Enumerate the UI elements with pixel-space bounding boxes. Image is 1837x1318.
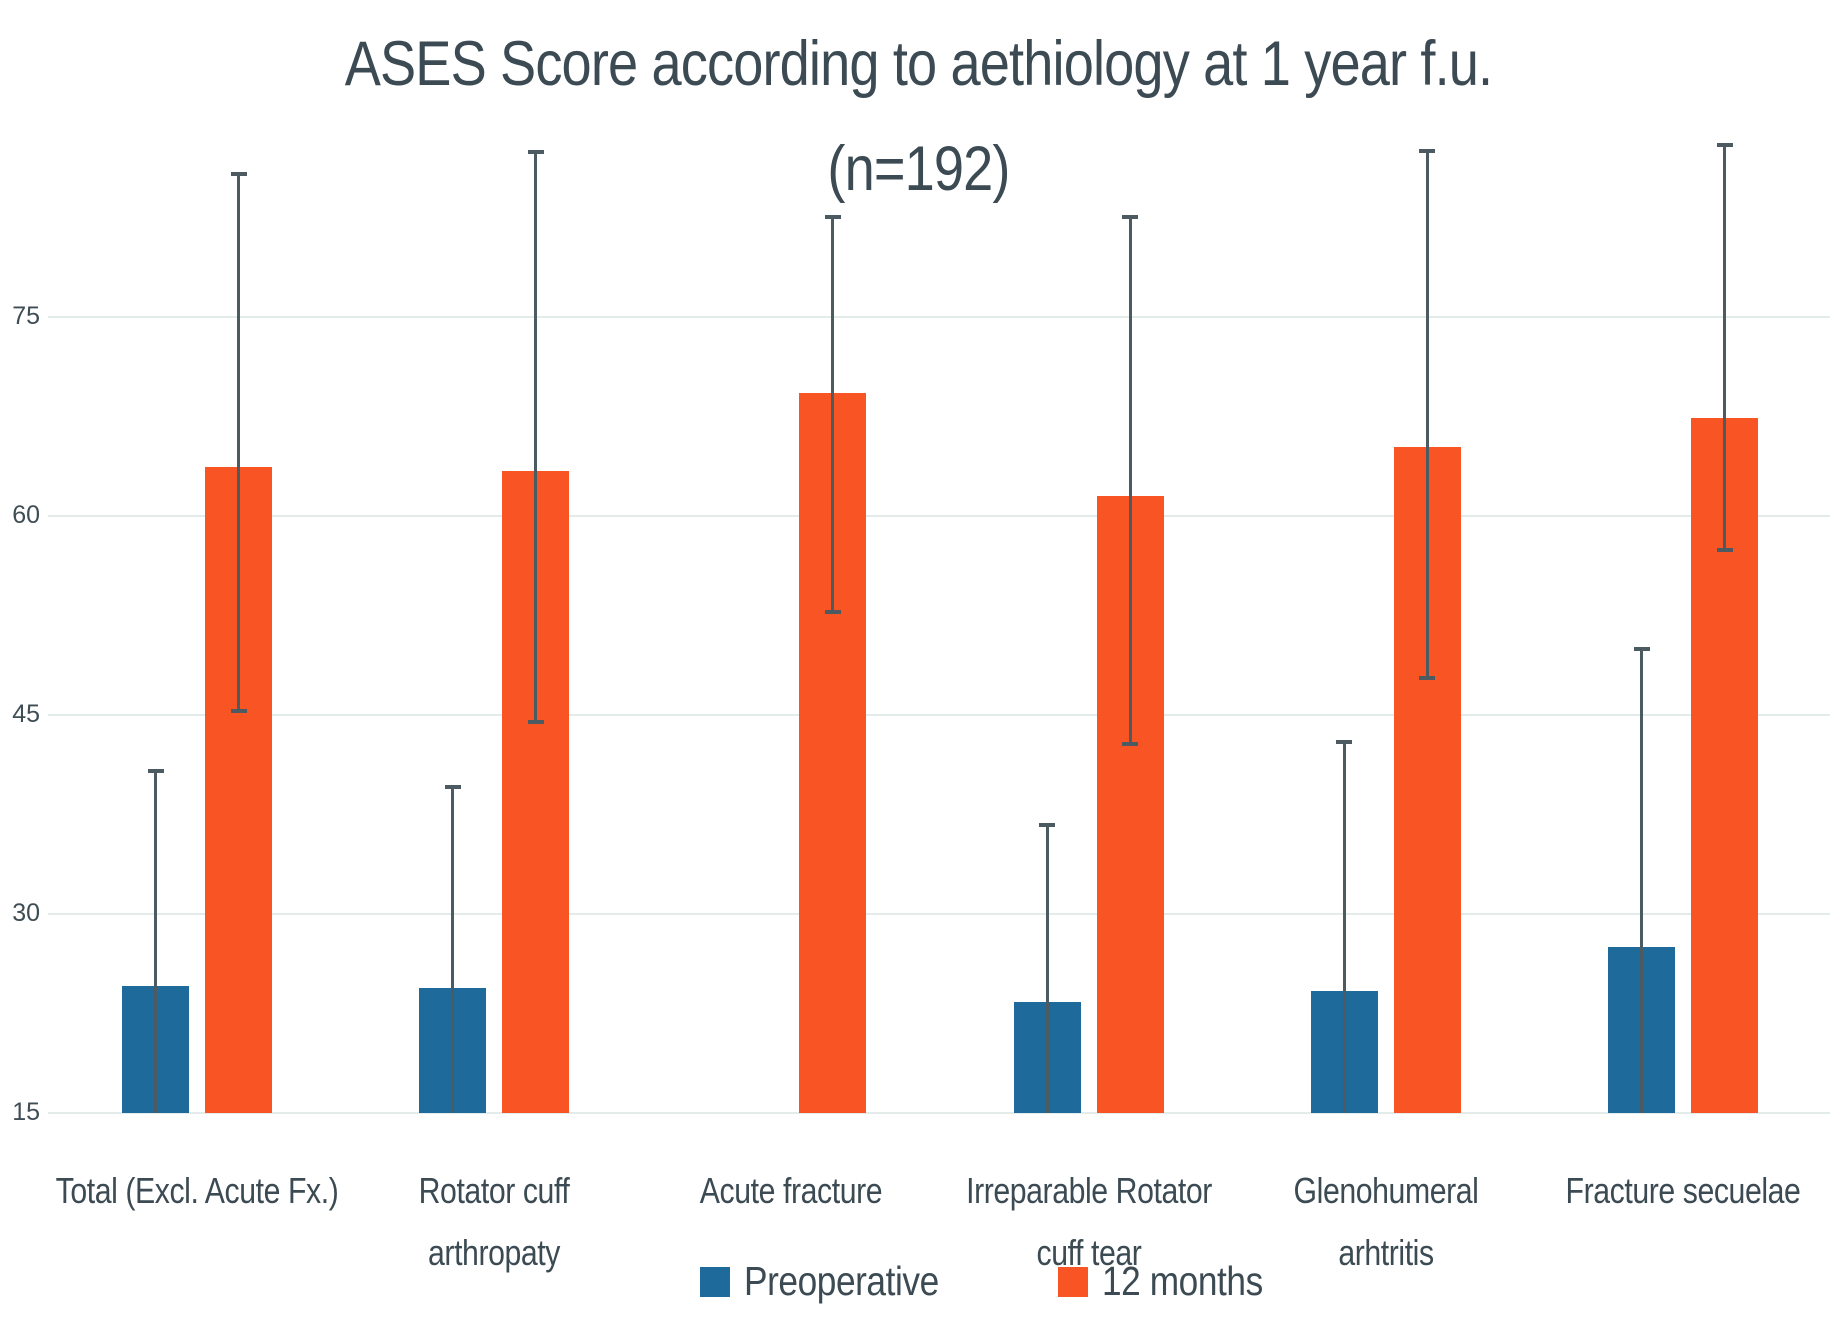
y-tick-label: 15 xyxy=(12,1098,40,1126)
error-bar-cap-top xyxy=(1716,142,1733,147)
error-bar-cap-top xyxy=(824,215,841,220)
legend: Preoperative 12 months xyxy=(700,1258,1289,1305)
error-bar-line xyxy=(831,217,835,612)
legend-swatch xyxy=(1058,1266,1089,1297)
gridline xyxy=(48,514,1830,517)
error-bar-cap-top xyxy=(527,150,544,155)
error-bar-line xyxy=(1342,741,1346,1113)
error-bar-cap-top xyxy=(444,784,461,789)
category-label: Glenohumeral arhtritis xyxy=(1293,1170,1479,1273)
error-bar-line xyxy=(1640,648,1643,1113)
error-bar-cap-top xyxy=(1122,215,1139,220)
y-tick-label: 45 xyxy=(12,699,40,728)
error-bar-line xyxy=(154,770,157,1113)
legend-label: 12 months xyxy=(1102,1258,1264,1304)
category-label: Fracture secuelae xyxy=(1565,1170,1801,1211)
error-bar-line xyxy=(1425,151,1429,678)
error-bar-cap-top xyxy=(230,171,247,176)
category-label: Total (Excl. Acute Fx.) xyxy=(55,1170,339,1211)
error-bar-cap-bottom xyxy=(824,609,841,614)
error-bar-cap-top xyxy=(1633,646,1650,651)
error-bar-cap-bottom xyxy=(1122,742,1139,747)
gridline xyxy=(48,1112,1830,1114)
error-bar-line xyxy=(534,152,538,722)
category-label: Rotator cuff arthropaty xyxy=(418,1170,570,1273)
category-label: Acute fracture xyxy=(700,1170,883,1211)
gridline xyxy=(48,713,1830,716)
y-tick-label: 60 xyxy=(12,500,40,529)
error-bar-cap-top xyxy=(147,768,164,773)
error-bar-line xyxy=(237,173,240,711)
gridline xyxy=(48,912,1830,915)
chart-title: ASES Score according to aethiology at 1 … xyxy=(344,29,1493,99)
category-label: Irreparable Rotator cuff tear xyxy=(965,1170,1212,1273)
error-bar-cap-top xyxy=(1039,823,1056,828)
error-bar-cap-top xyxy=(1419,149,1436,154)
legend-label: Preoperative xyxy=(744,1258,939,1304)
error-bar-cap-bottom xyxy=(1716,548,1733,553)
error-bar-cap-bottom xyxy=(230,709,247,714)
error-bar-line xyxy=(451,786,455,1113)
error-bar-line xyxy=(1045,825,1049,1113)
y-tick-label: 30 xyxy=(12,898,40,927)
error-bar-line xyxy=(1723,144,1726,551)
error-bar-cap-bottom xyxy=(527,719,544,724)
error-bar-line xyxy=(1128,217,1132,745)
y-tick-label: 75 xyxy=(12,301,40,330)
legend-item: Preoperative xyxy=(700,1258,970,1305)
error-bar-cap-top xyxy=(1336,739,1353,744)
error-bar-cap-bottom xyxy=(1419,675,1436,680)
chart-subtitle: (n=192) xyxy=(827,134,1010,204)
legend-swatch xyxy=(700,1266,730,1297)
legend-item: 12 months xyxy=(1058,1258,1289,1305)
gridline xyxy=(48,315,1830,318)
